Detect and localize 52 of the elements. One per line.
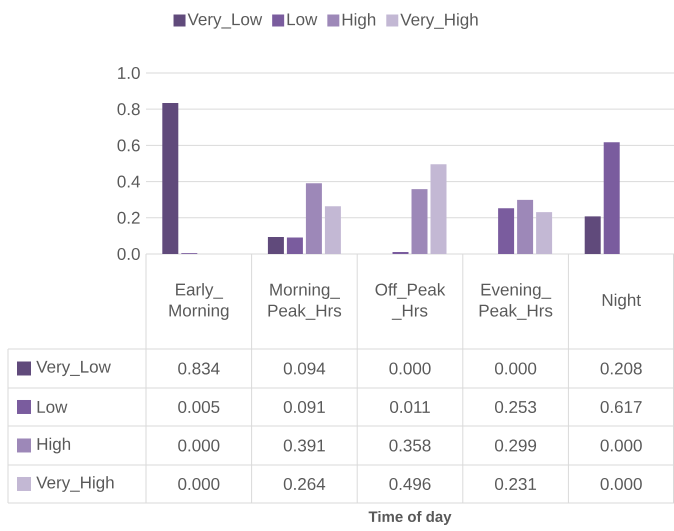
data-label: 0.011 <box>390 400 430 414</box>
x-tick-label: Night <box>602 294 641 310</box>
x-tick-label: Morning_Peak_Hrs <box>268 283 342 320</box>
y-tick-label: 0.4 <box>118 176 140 188</box>
bar <box>412 189 428 254</box>
bar <box>268 236 284 254</box>
bar <box>306 183 322 254</box>
legend-label: Very_High <box>400 13 478 29</box>
x-tick-label: Off_Peak_Hrs <box>376 283 446 320</box>
data-label: 0.000 <box>178 478 220 490</box>
legend-label: Low <box>288 13 318 26</box>
x-tick-label: Early_Morning <box>169 283 228 320</box>
y-tick-label: 0.8 <box>118 103 140 116</box>
data-label: 0.358 <box>389 439 431 452</box>
y-tick-label: 0.2 <box>118 212 140 224</box>
data-label: 0.091 <box>284 400 325 414</box>
data-label: 0.000 <box>178 439 220 452</box>
text: Very_Low <box>36 360 111 376</box>
text: Very_High <box>36 476 114 492</box>
data-label: 0.253 <box>495 400 536 414</box>
text: Low <box>38 401 68 413</box>
data-label: 0.000 <box>600 478 642 490</box>
data-label: 0.496 <box>389 478 431 490</box>
data-label: 0.231 <box>495 478 536 490</box>
bar <box>162 103 178 254</box>
bar <box>604 142 620 254</box>
legend-label: Very_Low <box>188 13 262 29</box>
y-tick-label: 1.0 <box>118 66 140 80</box>
data-label: 0.208 <box>600 362 642 375</box>
data-label: 0.834 <box>178 362 220 375</box>
data-label: 0.000 <box>495 362 536 375</box>
data-label: 0.000 <box>389 362 431 375</box>
bar <box>536 212 552 254</box>
text: High <box>38 438 70 454</box>
data-label: 0.264 <box>284 478 326 490</box>
data-label: 0.005 <box>178 400 220 414</box>
bar <box>324 206 341 254</box>
y-tick-label: 0.0 <box>118 248 140 260</box>
bar <box>430 164 447 254</box>
data-label: 0.299 <box>495 439 536 452</box>
bar <box>584 216 601 254</box>
bar <box>517 200 534 254</box>
data-label: 0.094 <box>284 362 326 375</box>
x-tick-label: Evening_Peak_Hrs <box>480 283 552 320</box>
y-tick-label: 0.6 <box>118 139 140 152</box>
bar <box>286 238 303 254</box>
data-label: 0.391 <box>284 439 325 452</box>
data-label: 0.000 <box>600 439 642 452</box>
legend-label: High <box>342 13 376 29</box>
data-label: 0.617 <box>600 400 642 414</box>
text: Time of day <box>368 510 452 525</box>
bar <box>498 208 514 254</box>
